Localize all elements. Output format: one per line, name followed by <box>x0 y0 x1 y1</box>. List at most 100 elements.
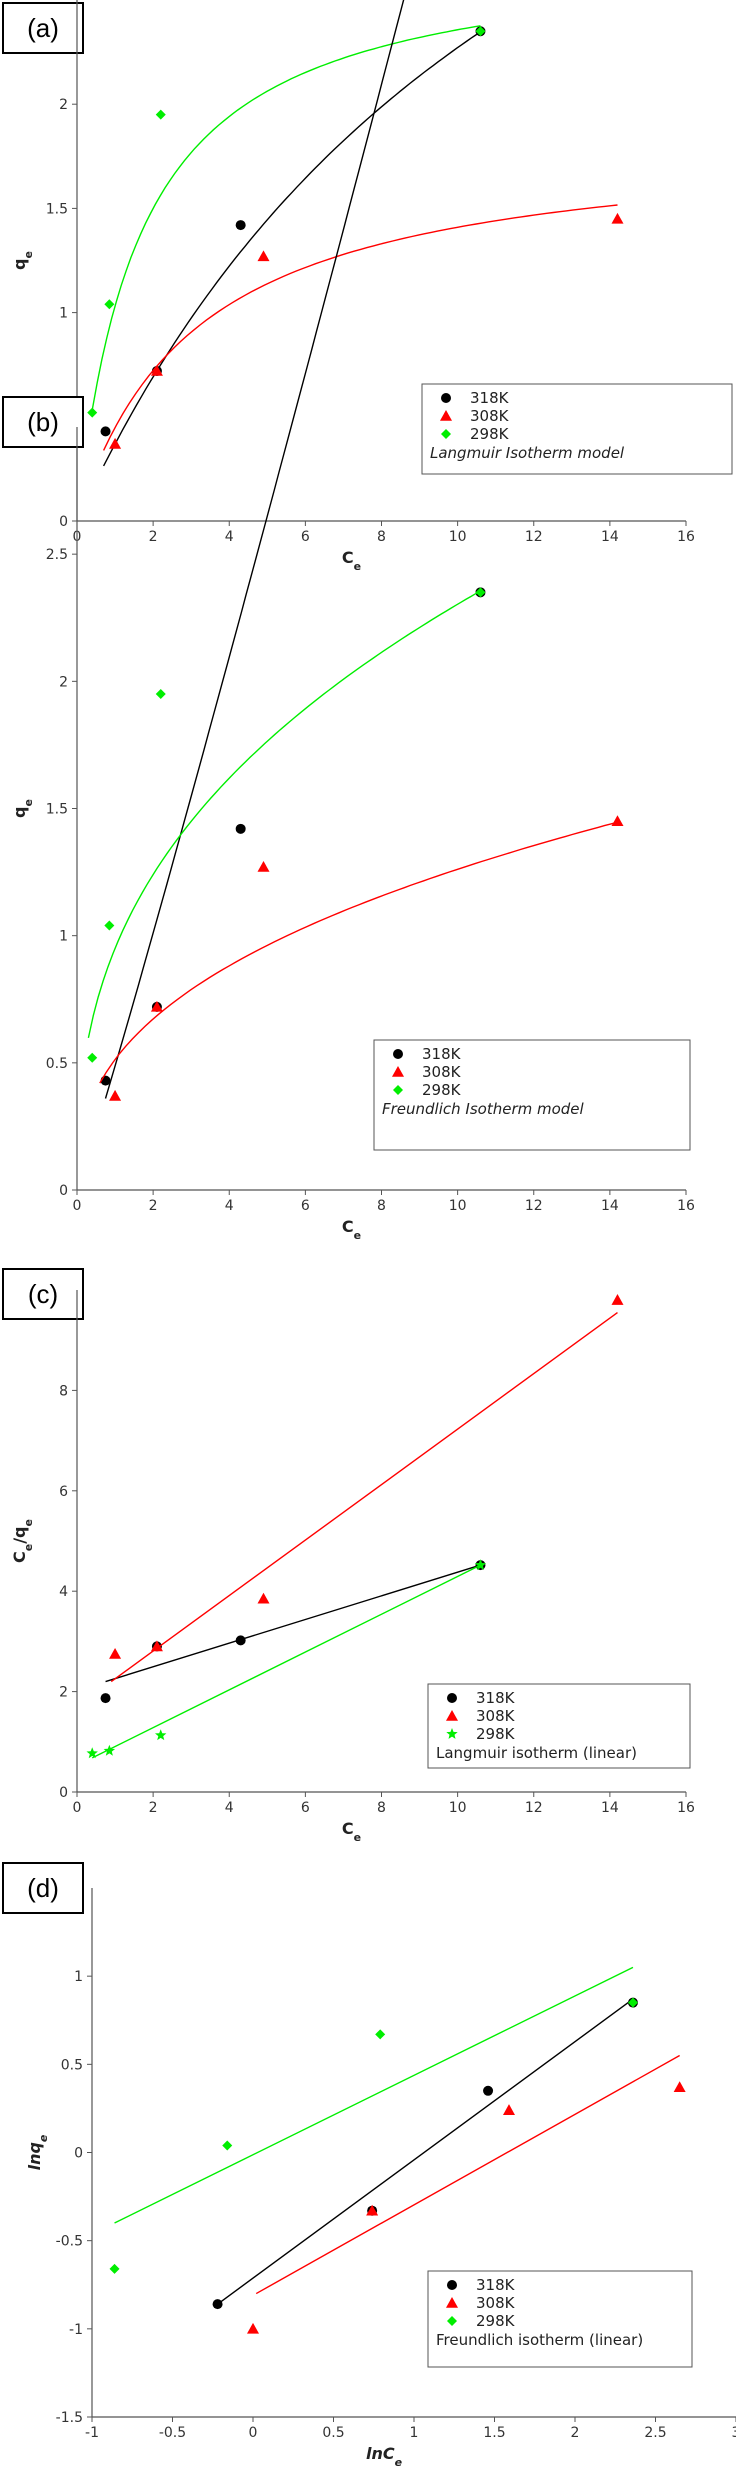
data-point-298K <box>109 2263 120 2274</box>
x-tick-label: 14 <box>601 1800 619 1816</box>
data-point-298K <box>86 1747 98 1759</box>
panel-label: (c) <box>2 1268 84 1320</box>
data-point-298K <box>87 1052 98 1063</box>
x-tick-label: 4 <box>225 1198 234 1214</box>
chart-panel-a: (a) 024681012141600.511.52Ceqe318K308K29… <box>0 0 736 573</box>
x-tick-label: 14 <box>601 529 619 545</box>
legend-marker-298K <box>447 2316 457 2326</box>
y-tick-label: 2 <box>59 674 68 690</box>
panel-label: (a) <box>2 2 84 54</box>
y-axis-label: qe <box>10 251 35 270</box>
data-point-308K <box>366 2204 379 2216</box>
data-point-308K <box>150 1000 163 1012</box>
x-tick-label: 8 <box>377 1800 386 1816</box>
legend-marker-298K <box>446 1728 458 1739</box>
data-point-308K <box>150 1640 163 1652</box>
data-point-318K <box>100 426 111 437</box>
y-tick-label: 0 <box>59 1183 68 1199</box>
legend-entry-label: 298K <box>476 2312 516 2330</box>
x-tick-label: 10 <box>449 529 467 545</box>
legend-marker-318K <box>447 2280 457 2290</box>
x-tick-label: 12 <box>525 529 543 545</box>
fit-line-298K <box>91 25 481 411</box>
panel-label: (d) <box>2 1862 84 1914</box>
legend-marker-318K <box>393 1049 403 1059</box>
data-point-308K <box>257 860 270 872</box>
legend-entry-label: 308K <box>476 2294 516 2312</box>
legend-entry-label: 308K <box>422 1063 462 1081</box>
data-point-298K <box>475 587 486 598</box>
data-point-308K <box>257 1592 270 1604</box>
y-tick-label: 0.5 <box>61 2057 83 2073</box>
data-point-308K <box>673 2081 686 2093</box>
y-tick-label: 0 <box>59 1785 68 1801</box>
y-tick-label: -1.5 <box>56 2410 83 2426</box>
x-tick-label: 0 <box>73 1800 82 1816</box>
legend-box <box>421 383 733 475</box>
y-tick-label: 1.5 <box>46 201 68 217</box>
x-tick-label: 0 <box>73 1198 82 1214</box>
x-tick-label: 6 <box>301 1198 310 1214</box>
x-tick-label: 4 <box>225 529 234 545</box>
data-point-308K <box>611 212 624 224</box>
data-point-298K <box>155 1729 167 1741</box>
legend-entry-label: 298K <box>422 1081 462 1099</box>
data-point-308K <box>247 2322 259 2334</box>
data-point-298K <box>155 109 166 120</box>
x-tick-label: 1.5 <box>483 2425 505 2441</box>
x-tick-label: 2 <box>571 2425 580 2441</box>
legend-model-title: Langmuir Isotherm model <box>430 444 625 462</box>
data-point-298K <box>474 1559 487 1570</box>
y-tick-label: 1.5 <box>46 802 68 818</box>
y-tick-label: 1 <box>59 929 68 945</box>
legend-entry-label: 298K <box>476 1725 516 1743</box>
x-tick-label: 4 <box>225 1800 234 1816</box>
legend-marker-318K <box>447 1693 457 1703</box>
y-tick-label: -1 <box>69 2322 83 2338</box>
data-point-298K <box>627 1997 638 2008</box>
legend-box <box>427 2270 693 2368</box>
data-point-298K <box>104 920 115 931</box>
y-tick-label: 2 <box>59 1685 68 1701</box>
y-tick-label: 0 <box>74 2146 83 2162</box>
data-point-308K <box>502 2104 515 2115</box>
data-point-308K <box>611 815 624 827</box>
fit-line-308K <box>110 1312 618 1683</box>
legend-marker-298K <box>393 1085 403 1095</box>
data-point-308K <box>611 1294 624 1305</box>
y-tick-label: 0 <box>59 514 68 530</box>
data-point-318K <box>235 823 246 834</box>
legend-entry-label: 318K <box>470 389 510 407</box>
fit-line-318K <box>105 1564 481 1683</box>
data-point-308K <box>150 364 163 376</box>
chart-svg: 0 2 4 6 8 10 12 14 16 0 2 4 6 8 Ce Ce/qe 318K308K298KLan… <box>10 1290 695 1844</box>
data-point-298K <box>87 407 98 418</box>
data-point-298K <box>104 299 115 310</box>
y-axis-label: qe <box>10 799 35 818</box>
fit-line-308K <box>102 204 618 451</box>
x-tick-label: 8 <box>377 1198 386 1214</box>
y-axis-label: Ce/qe <box>10 1519 35 1563</box>
x-tick-label: 16 <box>677 529 695 545</box>
x-tick-label: 14 <box>601 1198 619 1214</box>
panel-label: (b) <box>2 396 84 448</box>
data-point-298K <box>155 689 166 700</box>
x-tick-label: 2 <box>149 529 158 545</box>
legend-model-title: Langmuir isotherm (linear) <box>436 1744 637 1762</box>
fit-line-298K <box>91 1564 481 1759</box>
legend-entry-label: 318K <box>476 2276 516 2294</box>
legend-entry-label: 308K <box>476 1707 516 1725</box>
y-tick-label: 8 <box>59 1383 68 1399</box>
x-tick-label: 6 <box>301 529 310 545</box>
y-axis-label: lnqe <box>25 2134 50 2170</box>
x-tick-label: 3 <box>732 2425 736 2441</box>
x-tick-label: 10 <box>449 1800 467 1816</box>
x-tick-label: 8 <box>377 529 386 545</box>
x-axis-label: Ce <box>342 1217 361 1242</box>
data-point-298K <box>222 2140 233 2151</box>
chart-svg: -1-0.500.511.522.53-1.5-1-0.500.51lnCeln… <box>25 1888 736 2469</box>
chart-svg: 0 2 4 6 8 10 12 14 1600.511.522.5Ceqe318K308K298… <box>10 0 695 1242</box>
y-tick-label: 6 <box>59 1484 68 1500</box>
data-point-298K <box>375 2029 386 2040</box>
legend-marker-308K <box>392 1066 404 1077</box>
